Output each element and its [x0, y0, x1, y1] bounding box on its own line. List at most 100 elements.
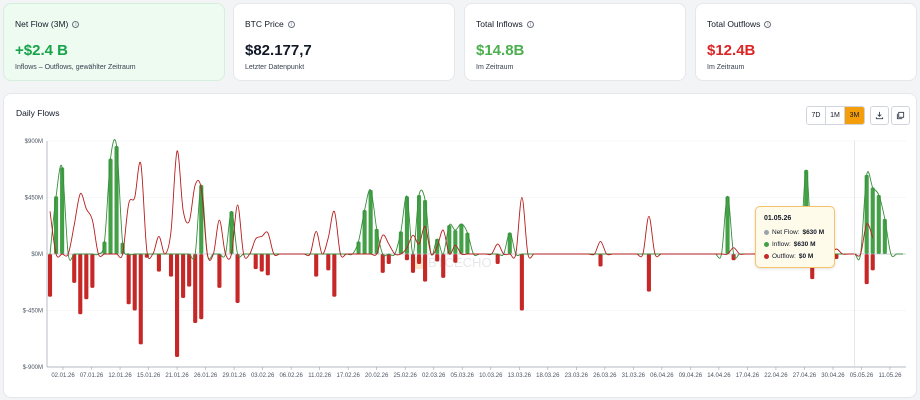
- net-flow-card[interactable]: Net Flow (3M) i +$2.4 B Inflows – Outflow…: [3, 3, 225, 81]
- x-tick-label: 20.02.26: [365, 373, 389, 379]
- inflow-bar: [864, 174, 869, 254]
- outflow-bar: [386, 254, 391, 265]
- y-tick-label: $-900M: [23, 365, 43, 371]
- outflow-bar: [259, 254, 264, 272]
- total-inflows-label: Total Inflows i: [476, 19, 534, 29]
- inflow-bar: [416, 194, 422, 254]
- outflow-bar: [495, 254, 500, 265]
- x-tick-label: 30.04.26: [821, 373, 845, 379]
- inflow-bar: [199, 184, 204, 254]
- x-tick-label: 10.03.26: [479, 373, 503, 379]
- x-tick-label: 18.03.26: [536, 373, 560, 379]
- x-tick-label: 17.02.26: [336, 373, 360, 379]
- outflow-bar: [78, 254, 83, 315]
- net-flow-label: Net Flow (3M) i: [15, 19, 80, 29]
- outflow-bar: [332, 254, 337, 297]
- x-tick-label: 15.01.26: [137, 373, 161, 379]
- outflow-bar: [731, 254, 736, 261]
- chart-tooltip: 01.05.26 Net Flow: $630 M Inflow: $630 M O…: [755, 206, 835, 268]
- outflow-bar: [253, 254, 258, 270]
- btc-price-card[interactable]: BTC Price i $82.177,7 Letzter Datenpunkt: [233, 3, 455, 81]
- x-tick-label: 07.01.26: [80, 373, 104, 379]
- total-outflows-sub: Im Zeitraum: [707, 64, 745, 71]
- x-tick-label: 06.04.26: [650, 373, 674, 379]
- download-button[interactable]: [870, 106, 889, 125]
- outflow-bar: [416, 254, 422, 265]
- y-tick-label: $0M: [31, 252, 43, 258]
- x-tick-label: 22.04.26: [764, 373, 788, 379]
- x-tick-label: 06.02.26: [279, 373, 303, 379]
- inflow-bar: [453, 230, 458, 254]
- x-tick-label: 29.01.26: [222, 373, 246, 379]
- range-7d-button[interactable]: 7D: [807, 107, 826, 124]
- download-icon: [875, 111, 884, 120]
- inflow-bar: [60, 167, 65, 254]
- x-tick-label: 27.04.26: [793, 373, 817, 379]
- range-3m-button[interactable]: 3M: [845, 107, 864, 124]
- total-outflows-card[interactable]: Total Outflows i $12.4B Im Zeitraum: [695, 3, 917, 81]
- inflow-bar: [507, 232, 512, 254]
- inflow-bar: [876, 194, 881, 254]
- info-icon[interactable]: i: [526, 20, 534, 28]
- outflow-bar: [423, 254, 428, 282]
- x-tick-label: 23.03.26: [565, 373, 589, 379]
- info-icon[interactable]: i: [287, 20, 295, 28]
- x-tick-label: 09.04.26: [679, 373, 703, 379]
- net-flow-sub: Inflows – Outflows, gewählter Zeitraum: [15, 64, 136, 71]
- range-1m-button[interactable]: 1M: [826, 107, 845, 124]
- tooltip-row-inflow: Inflow: $630 M: [764, 241, 815, 248]
- outflow-bar: [453, 254, 458, 263]
- outflow-bar: [410, 254, 416, 273]
- tooltip-row-net: Net Flow: $630 M: [764, 229, 824, 236]
- info-icon[interactable]: i: [72, 20, 80, 28]
- inflow-bar: [725, 196, 730, 254]
- inflow-bar: [870, 187, 875, 254]
- total-inflows-value: $14.8B: [476, 42, 525, 59]
- outflow-bar: [380, 254, 385, 273]
- x-tick-label: 02.01.26: [51, 373, 75, 379]
- x-tick-label: 03.02.26: [251, 373, 275, 379]
- inflow-bar: [447, 225, 452, 254]
- outflow-bar: [435, 254, 440, 262]
- outflow-bar: [181, 254, 186, 298]
- outflow-bar: [834, 254, 839, 260]
- inflow-bar: [356, 241, 361, 254]
- inflow-bar: [362, 210, 367, 254]
- inflow-bar: [398, 231, 403, 254]
- total-inflows-card[interactable]: Total Inflows i $14.8B Im Zeitraum: [464, 3, 686, 81]
- inflow-bar: [882, 218, 887, 254]
- inflow-bar: [102, 241, 107, 254]
- outflow-bar: [72, 254, 77, 283]
- outflow-bar: [217, 254, 222, 288]
- outflow-bar: [441, 254, 446, 278]
- net-dot-icon: [764, 230, 769, 235]
- outflow-bar: [156, 254, 161, 272]
- copy-icon: [896, 111, 905, 120]
- info-icon[interactable]: i: [764, 20, 772, 28]
- inflow-bar: [465, 232, 470, 254]
- copy-button[interactable]: [891, 106, 910, 125]
- outflow-bar: [235, 254, 240, 303]
- outflow-bar: [870, 254, 875, 271]
- outflow-bar: [90, 254, 95, 288]
- tooltip-row-outflow: Outflow: $0 M: [764, 253, 813, 260]
- x-tick-label: 14.04.26: [707, 373, 731, 379]
- inflow-bar: [404, 196, 409, 254]
- total-outflows-label: Total Outflows i: [707, 19, 772, 29]
- outflow-bar: [519, 254, 524, 311]
- x-tick-label: 02.03.26: [422, 373, 446, 379]
- outflow-bar: [175, 254, 180, 357]
- x-tick-label: 26.03.26: [593, 373, 617, 379]
- outflow-bar: [326, 254, 331, 271]
- chart-title: Daily Flows: [16, 108, 60, 118]
- outflow-bar: [132, 254, 137, 311]
- inflow-dot-icon: [764, 242, 769, 247]
- inflow-bar: [368, 189, 373, 254]
- outflow-bar: [864, 254, 869, 285]
- outflow-bar: [199, 254, 204, 320]
- outflow-bar: [265, 254, 270, 276]
- y-tick-label: $-450M: [23, 309, 43, 315]
- net-flow-value: +$2.4 B: [15, 42, 68, 59]
- outflow-bar: [314, 254, 319, 277]
- btc-price-value: $82.177,7: [245, 42, 312, 59]
